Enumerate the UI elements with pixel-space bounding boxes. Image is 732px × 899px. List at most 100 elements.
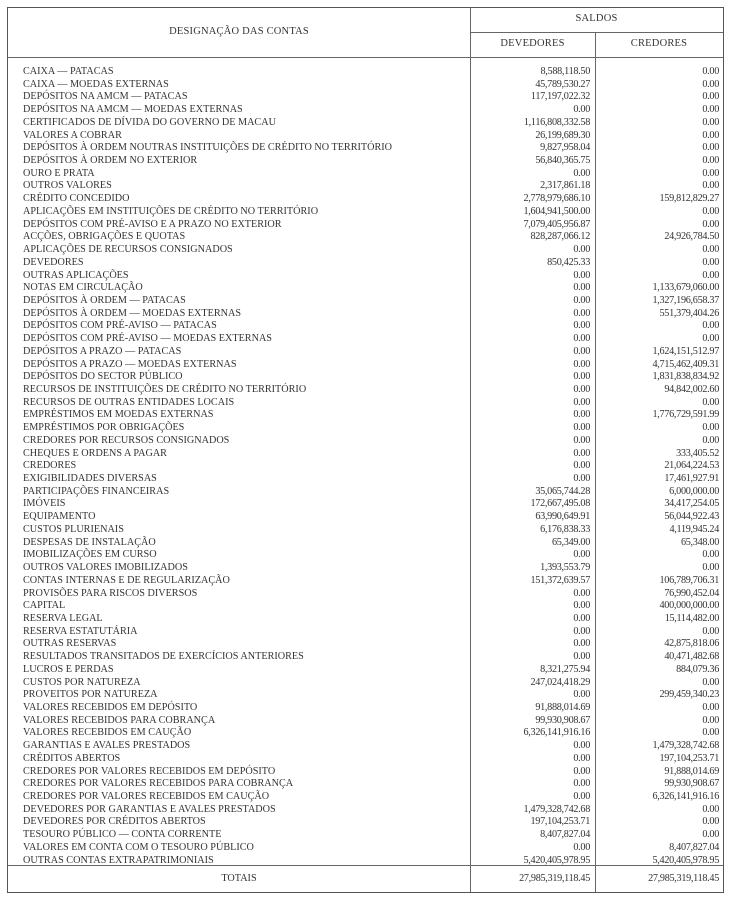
table-row: CAIXA — MOEDAS EXTERNAS 45,789,530.27 0.00	[8, 79, 723, 92]
credores-value: 106,789,706.31	[659, 574, 720, 586]
devedores-value: 5,420,405,978.95	[523, 854, 590, 866]
table-row: DEPÓSITOS A PRAZO — PATACAS 0.00 1,624,151…	[8, 346, 723, 359]
table-row: OURO E PRATA 0.00 0.00	[8, 168, 723, 181]
account-name: PARTICIPAÇÕES FINANCEIRAS	[23, 485, 170, 497]
devedores-value: 99,930,908.67	[535, 714, 590, 726]
credores-value: 0.00	[702, 549, 719, 561]
devedores-value: 197,104,253.71	[530, 816, 591, 828]
table-row: DEPÓSITOS À ORDEM — PATACAS 0.00 1,327,196…	[8, 295, 723, 308]
account-name: EXIGIBILIDADES DIVERSAS	[23, 473, 157, 485]
devedores-value: 0.00	[573, 371, 590, 383]
table-row: APLICAÇÕES DE RECURSOS CONSIGNADOS 0.00 0.…	[8, 244, 723, 257]
account-name: OUTRAS APLICAÇÕES	[23, 269, 129, 281]
account-name: CERTIFICADOS DE DÍVIDA DO GOVERNO DE MAC…	[23, 116, 276, 128]
table-row: CRÉDITO CONCEDIDO 2,778,979,686.10 159,812…	[8, 193, 723, 206]
table-row: CREDORES POR RECURSOS CONSIGNADOS 0.00 0.0…	[8, 435, 723, 448]
account-name: DESPESAS DE INSTALAÇÃO	[23, 536, 156, 548]
account-name: DEPÓSITOS À ORDEM NO EXTERIOR	[23, 155, 198, 167]
account-name: GARANTIAS E AVALES PRESTADOS	[23, 740, 191, 752]
devedores-value: 6,326,141,916.16	[523, 727, 590, 739]
account-name: DEPÓSITOS NA AMCM — PATACAS	[23, 91, 188, 103]
devedores-value: 65,349.00	[551, 536, 590, 548]
account-name: CHEQUES E ORDENS A PAGAR	[23, 447, 167, 459]
account-name: DEPÓSITOS DO SECTOR PÚBLICO	[23, 371, 183, 383]
devedores-value: 0.00	[573, 396, 590, 408]
credores-value: 1,479,328,742.68	[652, 740, 719, 752]
table-row: DEPÓSITOS À ORDEM — MOEDAS EXTERNAS 0.00 5…	[8, 308, 723, 321]
devedores-value: 0.00	[573, 638, 590, 650]
account-name: DEPÓSITOS NA AMCM — MOEDAS EXTERNAS	[23, 104, 243, 116]
credores-value: 0.00	[702, 714, 719, 726]
account-name: APLICAÇÕES DE RECURSOS CONSIGNADOS	[23, 244, 233, 256]
account-name: CREDORES POR RECURSOS CONSIGNADOS	[23, 434, 230, 446]
credores-value: 0.00	[702, 396, 719, 408]
devedores-value: 56,840,365.75	[535, 155, 590, 167]
credores-value: 0.00	[702, 180, 719, 192]
account-name: VALORES RECEBIDOS EM CAUÇÃO	[23, 727, 192, 739]
credores-value: 0.00	[702, 320, 719, 332]
table-row: OUTROS VALORES IMOBILIZADOS 1,393,553.79 0…	[8, 562, 723, 575]
table-row: DESPESAS DE INSTALAÇÃO 65,349.00 65,348.00	[8, 537, 723, 550]
table-row: IMOBILIZAÇÕES EM CURSO 0.00 0.00	[8, 549, 723, 562]
credores-value: 0.00	[702, 104, 719, 116]
devedores-value: 0.00	[573, 740, 590, 752]
devedores-value: 9,827,958.04	[540, 142, 590, 154]
row-divider	[8, 865, 723, 866]
devedores-value: 0.00	[573, 651, 590, 663]
table-row: CUSTOS PLURIENAIS 6,176,838.33 4,119,945.2…	[8, 524, 723, 537]
account-name: RESERVA ESTATUTÁRIA	[23, 625, 138, 637]
table-row: CREDORES POR VALORES RECEBIDOS EM DEPÓSI…	[8, 766, 723, 779]
account-name: DEPÓSITOS À ORDEM — MOEDAS EXTERNAS	[23, 307, 242, 319]
devedores-value: 1,479,328,742.68	[523, 803, 590, 815]
table-row: DEPÓSITOS COM PRÉ-AVISO E A PRAZO NO EXT…	[8, 219, 723, 232]
table-row: ACÇÕES, OBRIGAÇÕES E QUOTAS 828,287,066.1…	[8, 231, 723, 244]
balance-table: DESIGNAÇÃO DAS CONTAS SALDOS DEVEDORES C…	[7, 7, 724, 893]
credores-value: 197,104,253.71	[659, 752, 720, 764]
totals-row: TOTAIS 27,985,319,118.45 27,985,319,118.…	[8, 866, 723, 892]
credores-value: 400,000,000.00	[659, 600, 720, 612]
devedores-value: 2,317,861.18	[540, 180, 590, 192]
devedores-value: 247,024,418.29	[530, 676, 591, 688]
table-row: VALORES A COBRAR 26,199,689.30 0.00	[8, 130, 723, 143]
table-row: PROVEITOS POR NATUREZA 0.00 299,459,340.23	[8, 689, 723, 702]
devedores-value: 0.00	[573, 409, 590, 421]
column-divider	[470, 8, 471, 892]
table-row: APLICAÇÕES EM INSTITUIÇÕES DE CRÉDITO NO…	[8, 206, 723, 219]
table-row: OUTRAS RESERVAS 0.00 42,875,818.06	[8, 638, 723, 651]
row-divider	[470, 32, 723, 33]
account-name: OUTROS VALORES	[23, 180, 112, 192]
credores-value: 0.00	[702, 256, 719, 268]
credores-value: 0.00	[702, 803, 719, 815]
account-name: DEVEDORES POR CRÉDITOS ABERTOS	[23, 816, 206, 828]
credores-value: 42,875,818.06	[664, 638, 719, 650]
credores-value: 0.00	[702, 434, 719, 446]
devedores-value: 0.00	[573, 358, 590, 370]
table-row: RECURSOS DE INSTITUIÇÕES DE CRÉDITO NO T…	[8, 384, 723, 397]
devedores-value: 0.00	[573, 460, 590, 472]
table-row: NOTAS EM CIRCULAÇÃO 0.00 1,133,679,060.00	[8, 282, 723, 295]
devedores-value: 0.00	[573, 752, 590, 764]
credores-value: 4,119,945.24	[669, 523, 719, 535]
account-name: EMPRÉSTIMOS EM MOEDAS EXTERNAS	[23, 409, 214, 421]
devedores-value: 0.00	[573, 320, 590, 332]
table-row: DEPÓSITOS DO SECTOR PÚBLICO 0.00 1,831,838…	[8, 371, 723, 384]
devedores-value: 63,990,649.91	[535, 511, 590, 523]
devedores-value: 0.00	[573, 447, 590, 459]
account-name: CAIXA — PATACAS	[23, 66, 114, 77]
account-name: DEPÓSITOS À ORDEM NOUTRAS INSTITUIÇÕES D…	[23, 142, 393, 154]
account-name: DEPÓSITOS A PRAZO — MOEDAS EXTERNAS	[23, 358, 237, 370]
credores-value: 1,776,729,591.99	[652, 409, 719, 421]
devedores-value: 0.00	[573, 778, 590, 790]
account-name: VALORES EM CONTA COM O TESOURO PÚBLICO	[23, 841, 254, 853]
table-row: OUTROS VALORES 2,317,861.18 0.00	[8, 180, 723, 193]
account-name: DEPÓSITOS COM PRÉ-AVISO — MOEDAS EXTERNA…	[23, 333, 272, 345]
table-row: DEVEDORES POR GARANTIAS E AVALES PRESTAD…	[8, 804, 723, 817]
credores-value: 5,420,405,978.95	[652, 854, 719, 866]
table-row: EMPRÉSTIMOS EM MOEDAS EXTERNAS 0.00 1,776,…	[8, 409, 723, 422]
account-name: NOTAS EM CIRCULAÇÃO	[23, 282, 143, 294]
account-name: RECURSOS DE INSTITUIÇÕES DE CRÉDITO NO T…	[23, 384, 307, 395]
credores-value: 56,044,922.43	[664, 511, 719, 523]
table-row: VALORES EM CONTA COM O TESOURO PÚBLICO 0.…	[8, 842, 723, 855]
credores-value: 94,842,002.60	[664, 384, 719, 395]
devedores-value: 172,667,495.08	[530, 498, 591, 510]
